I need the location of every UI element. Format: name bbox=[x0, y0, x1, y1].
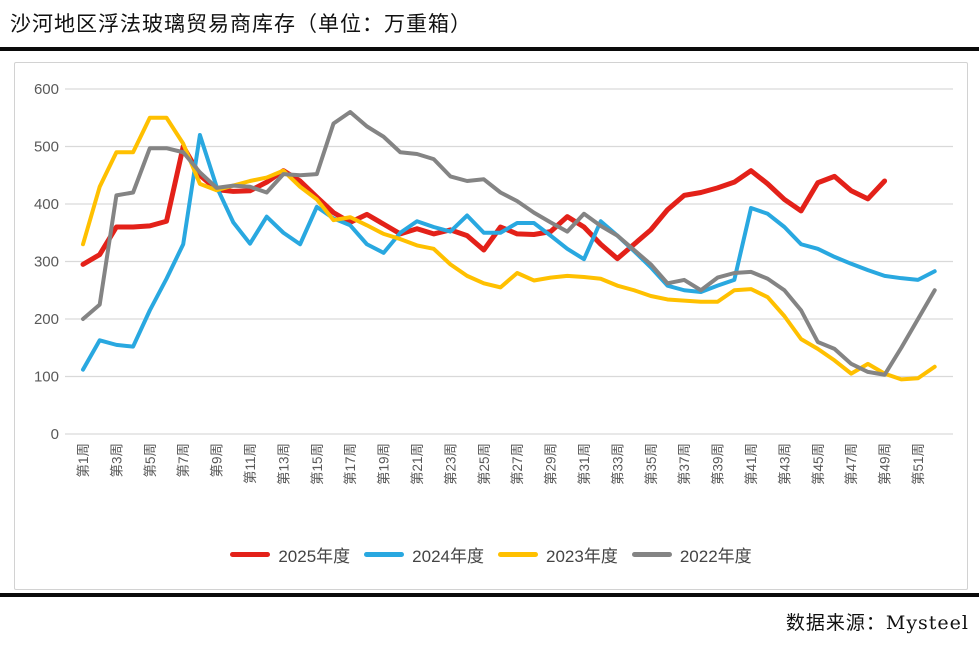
legend-swatch-icon bbox=[631, 551, 672, 557]
x-tick-21: 第21周 bbox=[409, 443, 425, 485]
x-tick-9: 第9周 bbox=[209, 443, 225, 478]
legend-item-2025年度: 2025年度 bbox=[230, 542, 350, 567]
y-tick-500: 500 bbox=[34, 139, 59, 156]
x-tick-25: 第25周 bbox=[476, 443, 492, 485]
x-tick-13: 第13周 bbox=[275, 443, 291, 485]
series-line-2023年度 bbox=[81, 115, 937, 382]
x-tick-39: 第39周 bbox=[710, 443, 726, 485]
x-tick-35: 第35周 bbox=[643, 443, 659, 485]
x-tick-1: 第1周 bbox=[75, 443, 91, 478]
legend-swatch-icon bbox=[364, 551, 405, 557]
legend-item-2022年度: 2022年度 bbox=[631, 542, 752, 567]
chart-legend: 2025年度 2024年度 2023年度 2022年度 bbox=[15, 525, 967, 583]
legend-label: 2022年度 bbox=[679, 546, 752, 566]
x-tick-27: 第27周 bbox=[509, 443, 525, 485]
legend-label: 2025年度 bbox=[278, 546, 351, 566]
y-tick-100: 100 bbox=[34, 369, 59, 386]
legend-label: 2024年度 bbox=[412, 546, 484, 566]
x-tick-17: 第17周 bbox=[342, 443, 358, 485]
legend-swatch-icon bbox=[230, 551, 271, 557]
x-tick-23: 第23周 bbox=[442, 443, 458, 485]
x-tick-49: 第49周 bbox=[877, 443, 893, 485]
y-tick-600: 600 bbox=[34, 81, 59, 98]
x-tick-37: 第37周 bbox=[676, 443, 692, 485]
chart-panel: 0 100 200 300 400 500 600 第1周 第3周 第5周 第7周 第9周 第11周 第1… bbox=[14, 62, 968, 590]
legend-swatch-icon bbox=[498, 551, 538, 557]
x-tick-33: 第33周 bbox=[609, 443, 625, 485]
x-tick-3: 第3周 bbox=[108, 443, 124, 478]
x-tick-5: 第5周 bbox=[142, 443, 158, 478]
legend-label: 2023年度 bbox=[546, 546, 618, 566]
x-tick-7: 第7周 bbox=[175, 443, 191, 478]
y-tick-0: 0 bbox=[51, 426, 59, 443]
y-tick-300: 300 bbox=[34, 254, 59, 271]
x-tick-43: 第43周 bbox=[776, 443, 792, 485]
top-divider bbox=[0, 47, 979, 51]
x-tick-45: 第45周 bbox=[810, 443, 826, 485]
x-tick-47: 第47周 bbox=[843, 443, 859, 485]
series-line-2022年度 bbox=[81, 110, 937, 377]
y-tick-200: 200 bbox=[34, 311, 59, 328]
x-tick-31: 第31周 bbox=[576, 443, 592, 485]
x-tick-19: 第19周 bbox=[376, 443, 392, 485]
y-tick-400: 400 bbox=[34, 196, 59, 213]
line-chart: 0 100 200 300 400 500 600 第1周 第3周 第5周 第7周 第9周 第11周 第1… bbox=[34, 81, 953, 485]
x-tick-11: 第11周 bbox=[242, 443, 258, 484]
page-title: 沙河地区浮法玻璃贸易商库存（单位：万重箱） bbox=[10, 12, 472, 36]
x-tick-51: 第51周 bbox=[910, 443, 926, 485]
legend-item-2023年度: 2023年度 bbox=[498, 542, 618, 567]
series-line-2024年度 bbox=[81, 133, 937, 372]
x-tick-15: 第15周 bbox=[309, 443, 325, 485]
series-line-2025年度 bbox=[80, 144, 888, 267]
legend-item-2024年度: 2024年度 bbox=[364, 542, 484, 567]
x-tick-41: 第41周 bbox=[743, 443, 759, 485]
bottom-divider bbox=[0, 593, 979, 597]
data-source-note: 数据来源：Mysteel bbox=[785, 612, 969, 634]
x-tick-29: 第29周 bbox=[543, 443, 559, 485]
